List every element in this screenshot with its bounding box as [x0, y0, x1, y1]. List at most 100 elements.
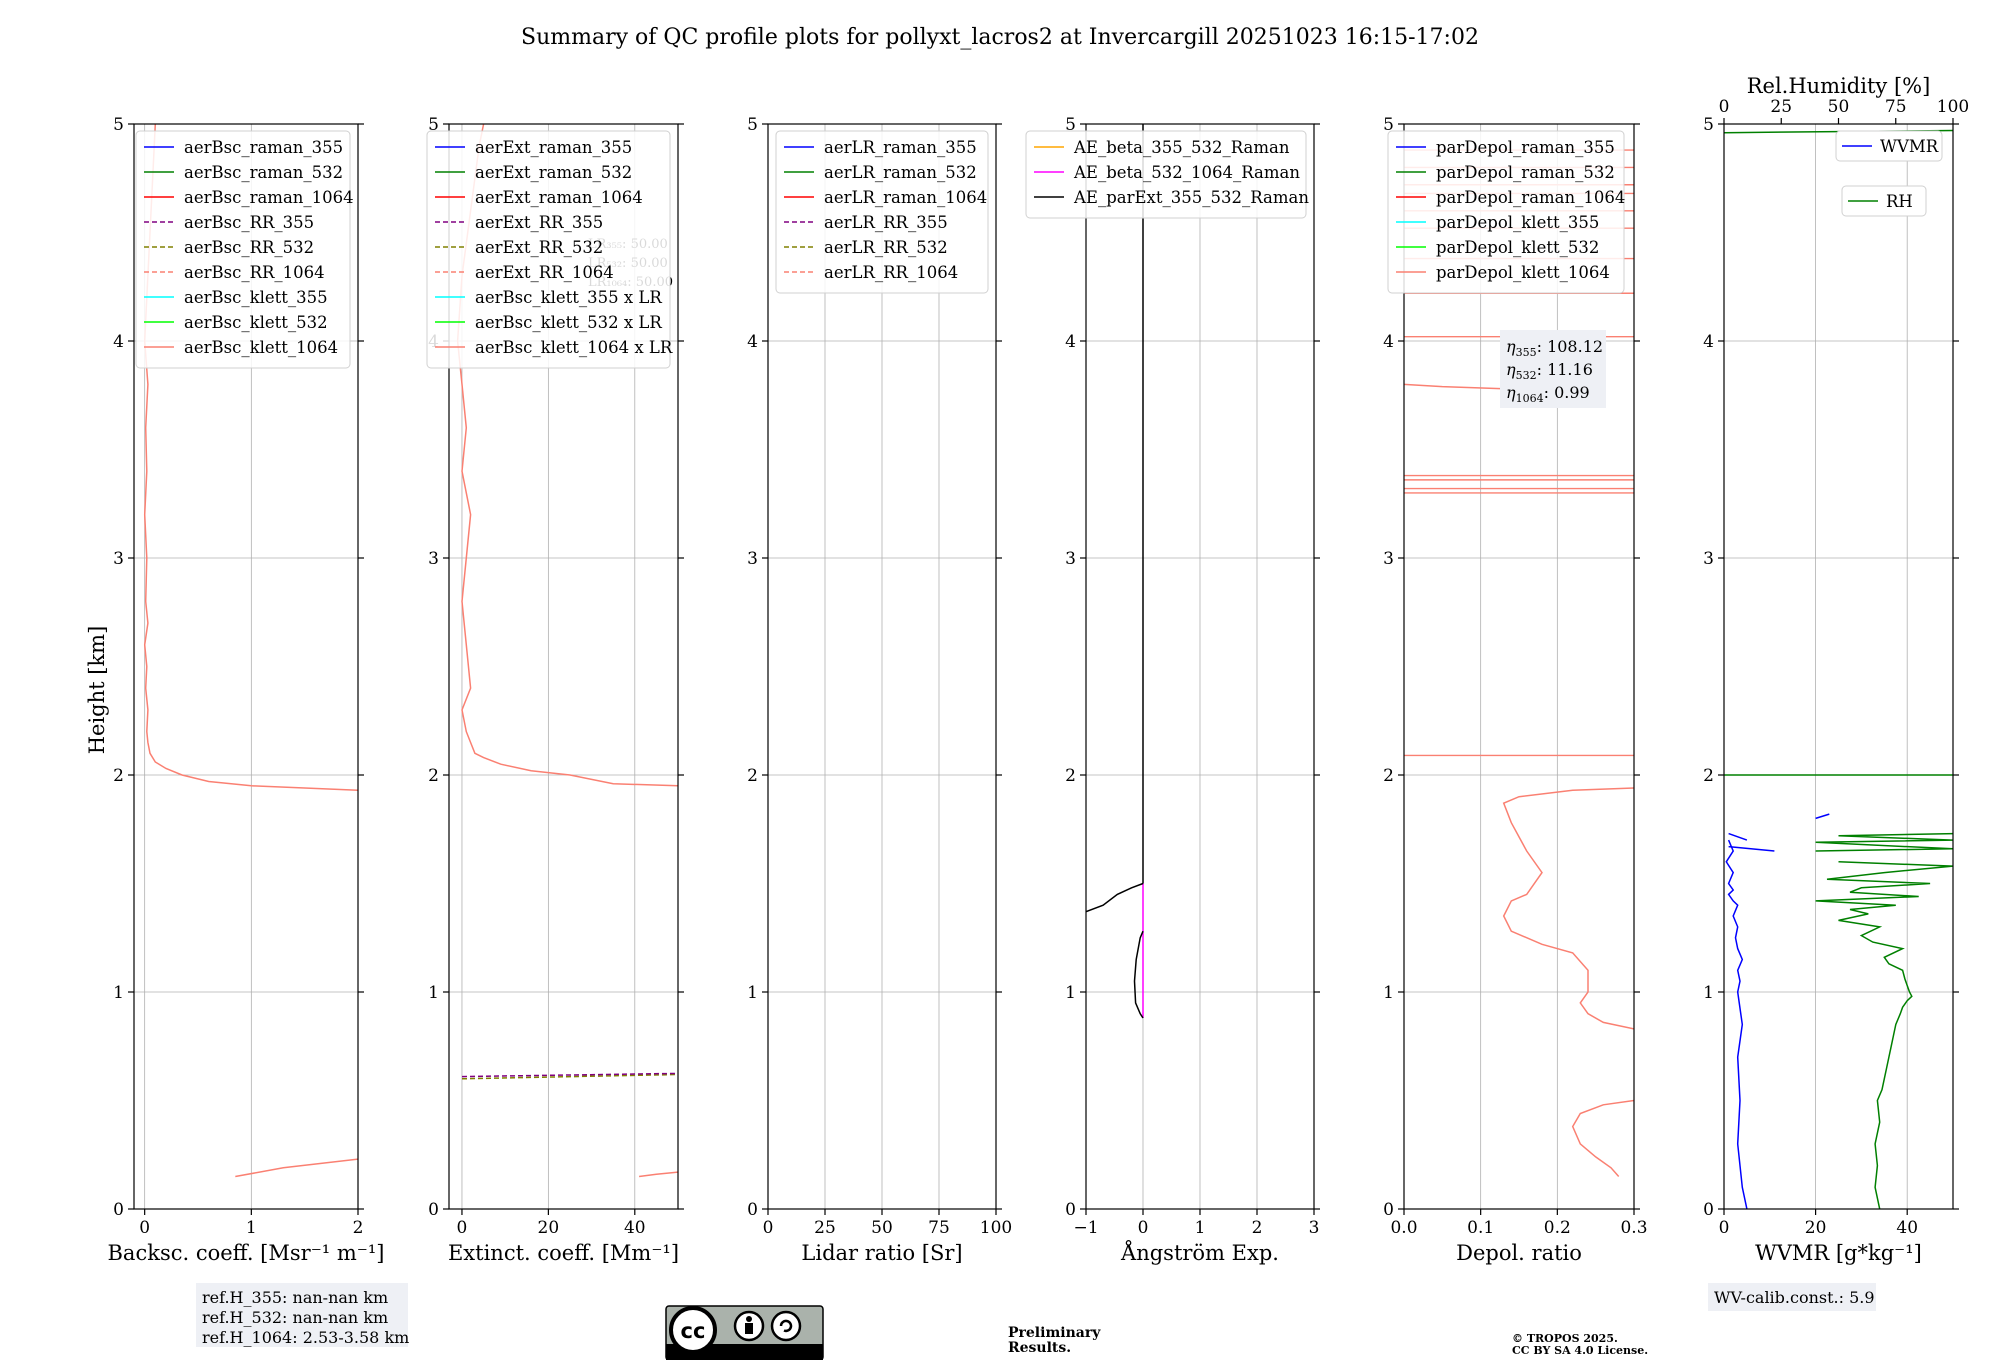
x-tick-label: 20	[1805, 1218, 1827, 1238]
panel-3: 0 25 50 75 100 Lidar ratio [Sr] 0 1 2 3 4 5 aerLR_ra…	[747, 115, 1012, 1265]
legend-label: AE_beta_532_1064_Raman	[1073, 163, 1300, 182]
legend-frame	[1025, 130, 1307, 219]
y-tick-label: 5	[1383, 115, 1394, 135]
y-tick-label: 5	[1703, 115, 1714, 135]
legend-label: aerBsc_klett_355 x LR	[475, 288, 662, 307]
y-tick-label: 1	[1383, 983, 1394, 1003]
y-tick-label: 5	[747, 115, 758, 135]
figure-title: Summary of QC profile plots for pollyxt_…	[521, 25, 1479, 50]
eta-532: η532: 11.16	[1506, 360, 1593, 382]
legend-label: aerBsc_klett_532 x LR	[475, 313, 662, 332]
axes-frame	[1723, 123, 1954, 1210]
x-axis-label: Ångström Exp.	[1120, 1240, 1279, 1265]
legend-label: aerBsc_RR_532	[184, 238, 314, 257]
x-tick-label: 1	[246, 1218, 257, 1238]
legend-label: aerBsc_raman_532	[184, 163, 343, 182]
legend-label: aerLR_RR_1064	[824, 263, 958, 282]
x-tick-label: 20	[538, 1218, 560, 1238]
legend-frame	[775, 130, 989, 294]
y-tick-label: 5	[428, 115, 439, 135]
x-top-tick-label: 0	[1719, 97, 1730, 117]
legend-label: parDepol_klett_355	[1436, 213, 1599, 232]
y-tick-label: 3	[428, 549, 439, 569]
x-tick-label: 0.2	[1544, 1218, 1571, 1238]
legend-label: aerBsc_klett_1064 x LR	[475, 338, 673, 357]
preliminary-note: Preliminary Results.	[1008, 1325, 1101, 1356]
x-tick-label: 75	[928, 1218, 950, 1238]
y-tick-label: 2	[1065, 766, 1076, 786]
wv-calib-box: WV-calib.const.: 5.9	[1708, 1283, 1876, 1311]
y-tick-label: 3	[747, 549, 758, 569]
x-tick-label: 1	[1195, 1218, 1206, 1238]
y-tick-label: 2	[113, 766, 124, 786]
legend-label: aerBsc_raman_355	[184, 138, 343, 157]
x-axis-label: Backsc. coeff. [Msr⁻¹ m⁻¹]	[108, 1241, 385, 1265]
x-tick-label: −1	[1073, 1218, 1098, 1238]
legend-label: aerBsc_RR_1064	[184, 263, 325, 282]
series-aerext-rr-355	[461, 1072, 678, 1078]
legend-label: aerBsc_RR_355	[184, 213, 314, 232]
series-group	[1724, 129, 1953, 1209]
axes-frame	[448, 123, 679, 1210]
legend-label: aerLR_raman_355	[824, 138, 977, 157]
license-line-2: CC BY SA 4.0 License.	[1512, 1344, 1648, 1357]
x-top-tick-label: 100	[1937, 97, 1969, 117]
legend-label: parDepol_raman_532	[1436, 163, 1615, 182]
series-group	[1086, 124, 1144, 1019]
legend-label: aerLR_RR_532	[824, 238, 948, 257]
y-tick-label: 0	[1703, 1200, 1714, 1220]
legend: RH	[1841, 185, 1927, 217]
legend: aerBsc_raman_355 aerBsc_raman_532 aerBsc_r…	[135, 130, 354, 369]
x-tick-label: 2	[1252, 1218, 1263, 1238]
legend-label: aerExt_RR_355	[475, 213, 603, 232]
legend-label: aerBsc_klett_1064	[184, 338, 338, 357]
series-aerext-rr-532	[461, 1073, 678, 1080]
y-tick-label: 1	[1703, 983, 1714, 1003]
ref-height-box-bg	[196, 1283, 408, 1347]
license-note: © TROPOS 2025. CC BY SA 4.0 License.	[1512, 1332, 1648, 1357]
ref-height-box: ref.H_355: nan-nan km ref.H_532: nan-nan…	[196, 1283, 409, 1347]
x-tick-label: 2	[353, 1218, 364, 1238]
y-tick-label: 2	[1383, 766, 1394, 786]
y-tick-label: 0	[113, 1200, 124, 1220]
svg-text:cc: cc	[681, 1319, 706, 1343]
legend-frame	[1841, 185, 1927, 217]
y-tick-label: 1	[747, 983, 758, 1003]
x-axis-label: Extinct. coeff. [Mm⁻¹]	[448, 1241, 679, 1265]
legend-label: aerExt_raman_1064	[475, 188, 643, 207]
series-group	[1404, 149, 1634, 1177]
y-tick-label: 1	[428, 983, 439, 1003]
y-tick-label: 4	[1065, 332, 1076, 352]
legend-label: parDepol_klett_1064	[1436, 263, 1610, 282]
x-tick-label: 0	[139, 1218, 150, 1238]
legend: aerExt_raman_355 aerExt_raman_532 aerExt_r…	[426, 130, 673, 369]
preliminary-line-2: Results.	[1008, 1340, 1071, 1356]
legend: aerLR_raman_355 aerLR_raman_532 aerLR_rama…	[775, 130, 989, 294]
legend-label: aerExt_raman_532	[475, 163, 632, 182]
x-tick-label: 40	[624, 1218, 646, 1238]
y-tick-label: 0	[428, 1200, 439, 1220]
legend: AE_beta_355_532_Raman AE_beta_532_1064_Ra…	[1025, 130, 1309, 219]
y-tick-label: 4	[1703, 332, 1714, 352]
series-pardepol-klett-1064-spike	[1404, 383, 1504, 390]
legend-label: parDepol_klett_532	[1436, 238, 1599, 257]
y-tick-label: 5	[113, 115, 124, 135]
y-tick-label: 3	[113, 549, 124, 569]
x-tick-label: 3	[1309, 1218, 1320, 1238]
legend-label: aerLR_raman_532	[824, 163, 977, 182]
legend-label: aerBsc_raman_1064	[184, 188, 354, 207]
legend: parDepol_raman_355 parDepol_raman_532 parD…	[1387, 130, 1625, 294]
x-axis-label: Depol. ratio	[1456, 1241, 1582, 1265]
preliminary-line-1: Preliminary	[1008, 1325, 1101, 1341]
series-ae-parext-355-532-raman-b	[1086, 882, 1144, 913]
series-rh	[1815, 861, 1953, 1209]
x-top-tick-label: 75	[1885, 97, 1907, 117]
y-tick-label: 0	[1383, 1200, 1394, 1220]
legend-label: aerExt_RR_1064	[475, 263, 614, 282]
legend-label: aerLR_raman_1064	[824, 188, 987, 207]
y-tick-label: 4	[1383, 332, 1394, 352]
